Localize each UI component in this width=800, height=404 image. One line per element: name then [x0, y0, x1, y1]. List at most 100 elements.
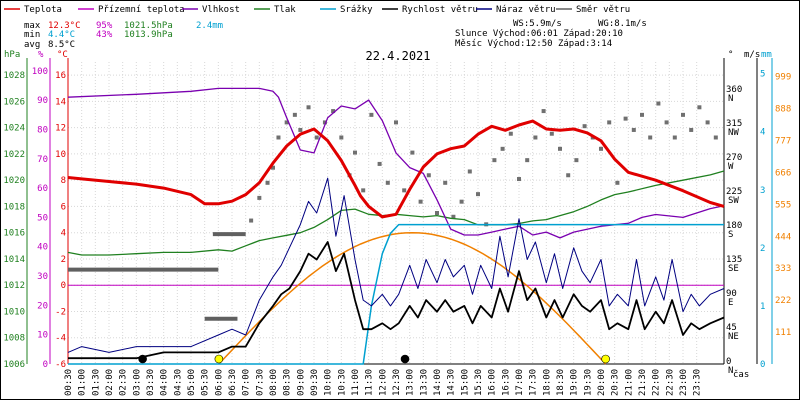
tick-humidity: 20 [37, 301, 48, 311]
wind-direction-point [459, 199, 464, 204]
tick-time: 23:00 [679, 369, 689, 396]
tick-pressure: 1024 [3, 124, 25, 134]
wind-direction-point [467, 169, 472, 174]
tick-time: 03:00 [132, 369, 142, 396]
tick-rain: 444 [775, 232, 791, 242]
tick-time: 04:30 [173, 369, 183, 396]
tick-humidity: 70 [37, 155, 48, 165]
stats-avg-temp: 8.5°C [48, 40, 75, 50]
tick-pressure: 1008 [3, 334, 25, 344]
legend-label: Rychlost větru [402, 5, 478, 15]
wind-direction-point [582, 124, 587, 129]
tick-time: 20:30 [611, 369, 621, 396]
wind-direction-point [276, 135, 281, 140]
tick-pressure: 1014 [3, 255, 25, 265]
stats-max-label: max [24, 21, 41, 31]
wind-direction-point [648, 135, 653, 140]
wind-direction-point [656, 101, 661, 106]
tick-time: 11:00 [351, 369, 361, 396]
legend-label: Přízemní teplota [98, 5, 185, 15]
tick-time: 08:30 [283, 369, 293, 396]
stats-block: max 12.3°C 95% 1021.5hPa 2.4mm min 4.4°C… [24, 21, 223, 50]
tick-temperature: -6 [55, 360, 66, 370]
info-moon: Měsíc Východ:12:50 Západ:3:14 [455, 39, 612, 49]
tick-direction: 0 [726, 357, 731, 367]
tick-humidity: 40 [37, 243, 48, 253]
tick-time: 08:00 [269, 369, 279, 396]
tick-pressure: 1020 [3, 176, 25, 186]
tick-pressure: 1006 [3, 360, 25, 370]
tick-rain: 555 [775, 200, 791, 210]
tick-direction-label: N [728, 366, 733, 376]
wind-direction-point [402, 188, 407, 193]
chart-title: 22.4.2021 [365, 49, 430, 63]
humidity-line [67, 87, 725, 239]
sun-set-marker [601, 354, 610, 364]
axes: 1028102610241022102010181016101410121010… [3, 58, 791, 396]
tick-humidity: 60 [37, 184, 48, 194]
unit-humidity: % [38, 50, 44, 60]
tick-direction: 360 [726, 85, 742, 95]
moon-set-marker [138, 354, 147, 364]
tick-time: 04:00 [160, 369, 170, 396]
wind-direction-point [500, 146, 505, 151]
tick-temperature: 2 [61, 255, 66, 265]
stats-min-temp: 4.4°C [48, 30, 75, 40]
tick-time: 21:30 [638, 369, 648, 396]
wind-direction-point [713, 135, 718, 140]
info-wind-gust: WG:8.1m/s [598, 19, 647, 29]
tick-pressure: 1026 [3, 97, 25, 107]
unit-wind: m/s [744, 50, 760, 60]
tick-rain: 666 [775, 168, 791, 178]
tick-time: 16:00 [488, 369, 498, 396]
wind-direction-point [314, 135, 319, 140]
wind-direction-point [705, 120, 710, 125]
tick-temperature: 4 [61, 229, 66, 239]
tick-pressure: 1028 [3, 71, 25, 81]
wind-direction-point [640, 112, 644, 117]
tick-humidity: 10 [37, 331, 48, 341]
tick-time: 03:30 [146, 369, 156, 396]
tick-time: 00:30 [64, 369, 74, 396]
sun-elevation-curve [218, 231, 607, 365]
tick-rain: 777 [775, 137, 791, 147]
tick-direction-label: S [728, 230, 733, 240]
tick-direction-label: SE [728, 264, 739, 274]
legend-label: Tlak [274, 5, 296, 15]
tick-direction-label: NW [728, 128, 739, 138]
tick-direction: 90 [726, 289, 737, 299]
wind-direction-point [410, 150, 415, 155]
tick-humidity: 30 [37, 272, 48, 282]
info-wind-speed: WS:5.9m/s [513, 19, 562, 29]
tick-wind: 2 [760, 244, 765, 254]
wind-direction-point [394, 120, 398, 125]
wind-direction-point [385, 180, 390, 185]
wind-direction-point [631, 127, 636, 132]
wind-direction-point [257, 195, 262, 200]
tick-temperature: 6 [61, 202, 66, 212]
stats-min-hum: 43% [96, 30, 113, 40]
wind-direction-point [377, 161, 382, 166]
wind-direction-point [271, 165, 275, 170]
tick-rain: 333 [775, 264, 791, 274]
legend-label: Vlhkost [202, 5, 240, 15]
tick-pressure: 1012 [3, 281, 25, 291]
tick-time: 22:30 [665, 369, 675, 396]
legend: Teplota Přízemní teplota Vlhkost Tlak Srážky… [4, 5, 630, 15]
pressure-line [67, 170, 725, 256]
tick-wind: 5 [760, 70, 765, 80]
legend-label: Náraz větru [496, 5, 556, 15]
wind-direction-point [558, 146, 562, 151]
tick-humidity: 100 [32, 67, 48, 77]
tick-time: 16:30 [501, 369, 511, 396]
tick-rain: 888 [775, 105, 791, 115]
tick-direction: 45 [726, 323, 737, 333]
tick-time: 12:00 [378, 369, 388, 396]
wind-direction-point [492, 158, 497, 163]
tick-temperature: 10 [55, 150, 66, 160]
wind-direction-point [525, 158, 530, 163]
tick-direction: 225 [726, 187, 742, 197]
